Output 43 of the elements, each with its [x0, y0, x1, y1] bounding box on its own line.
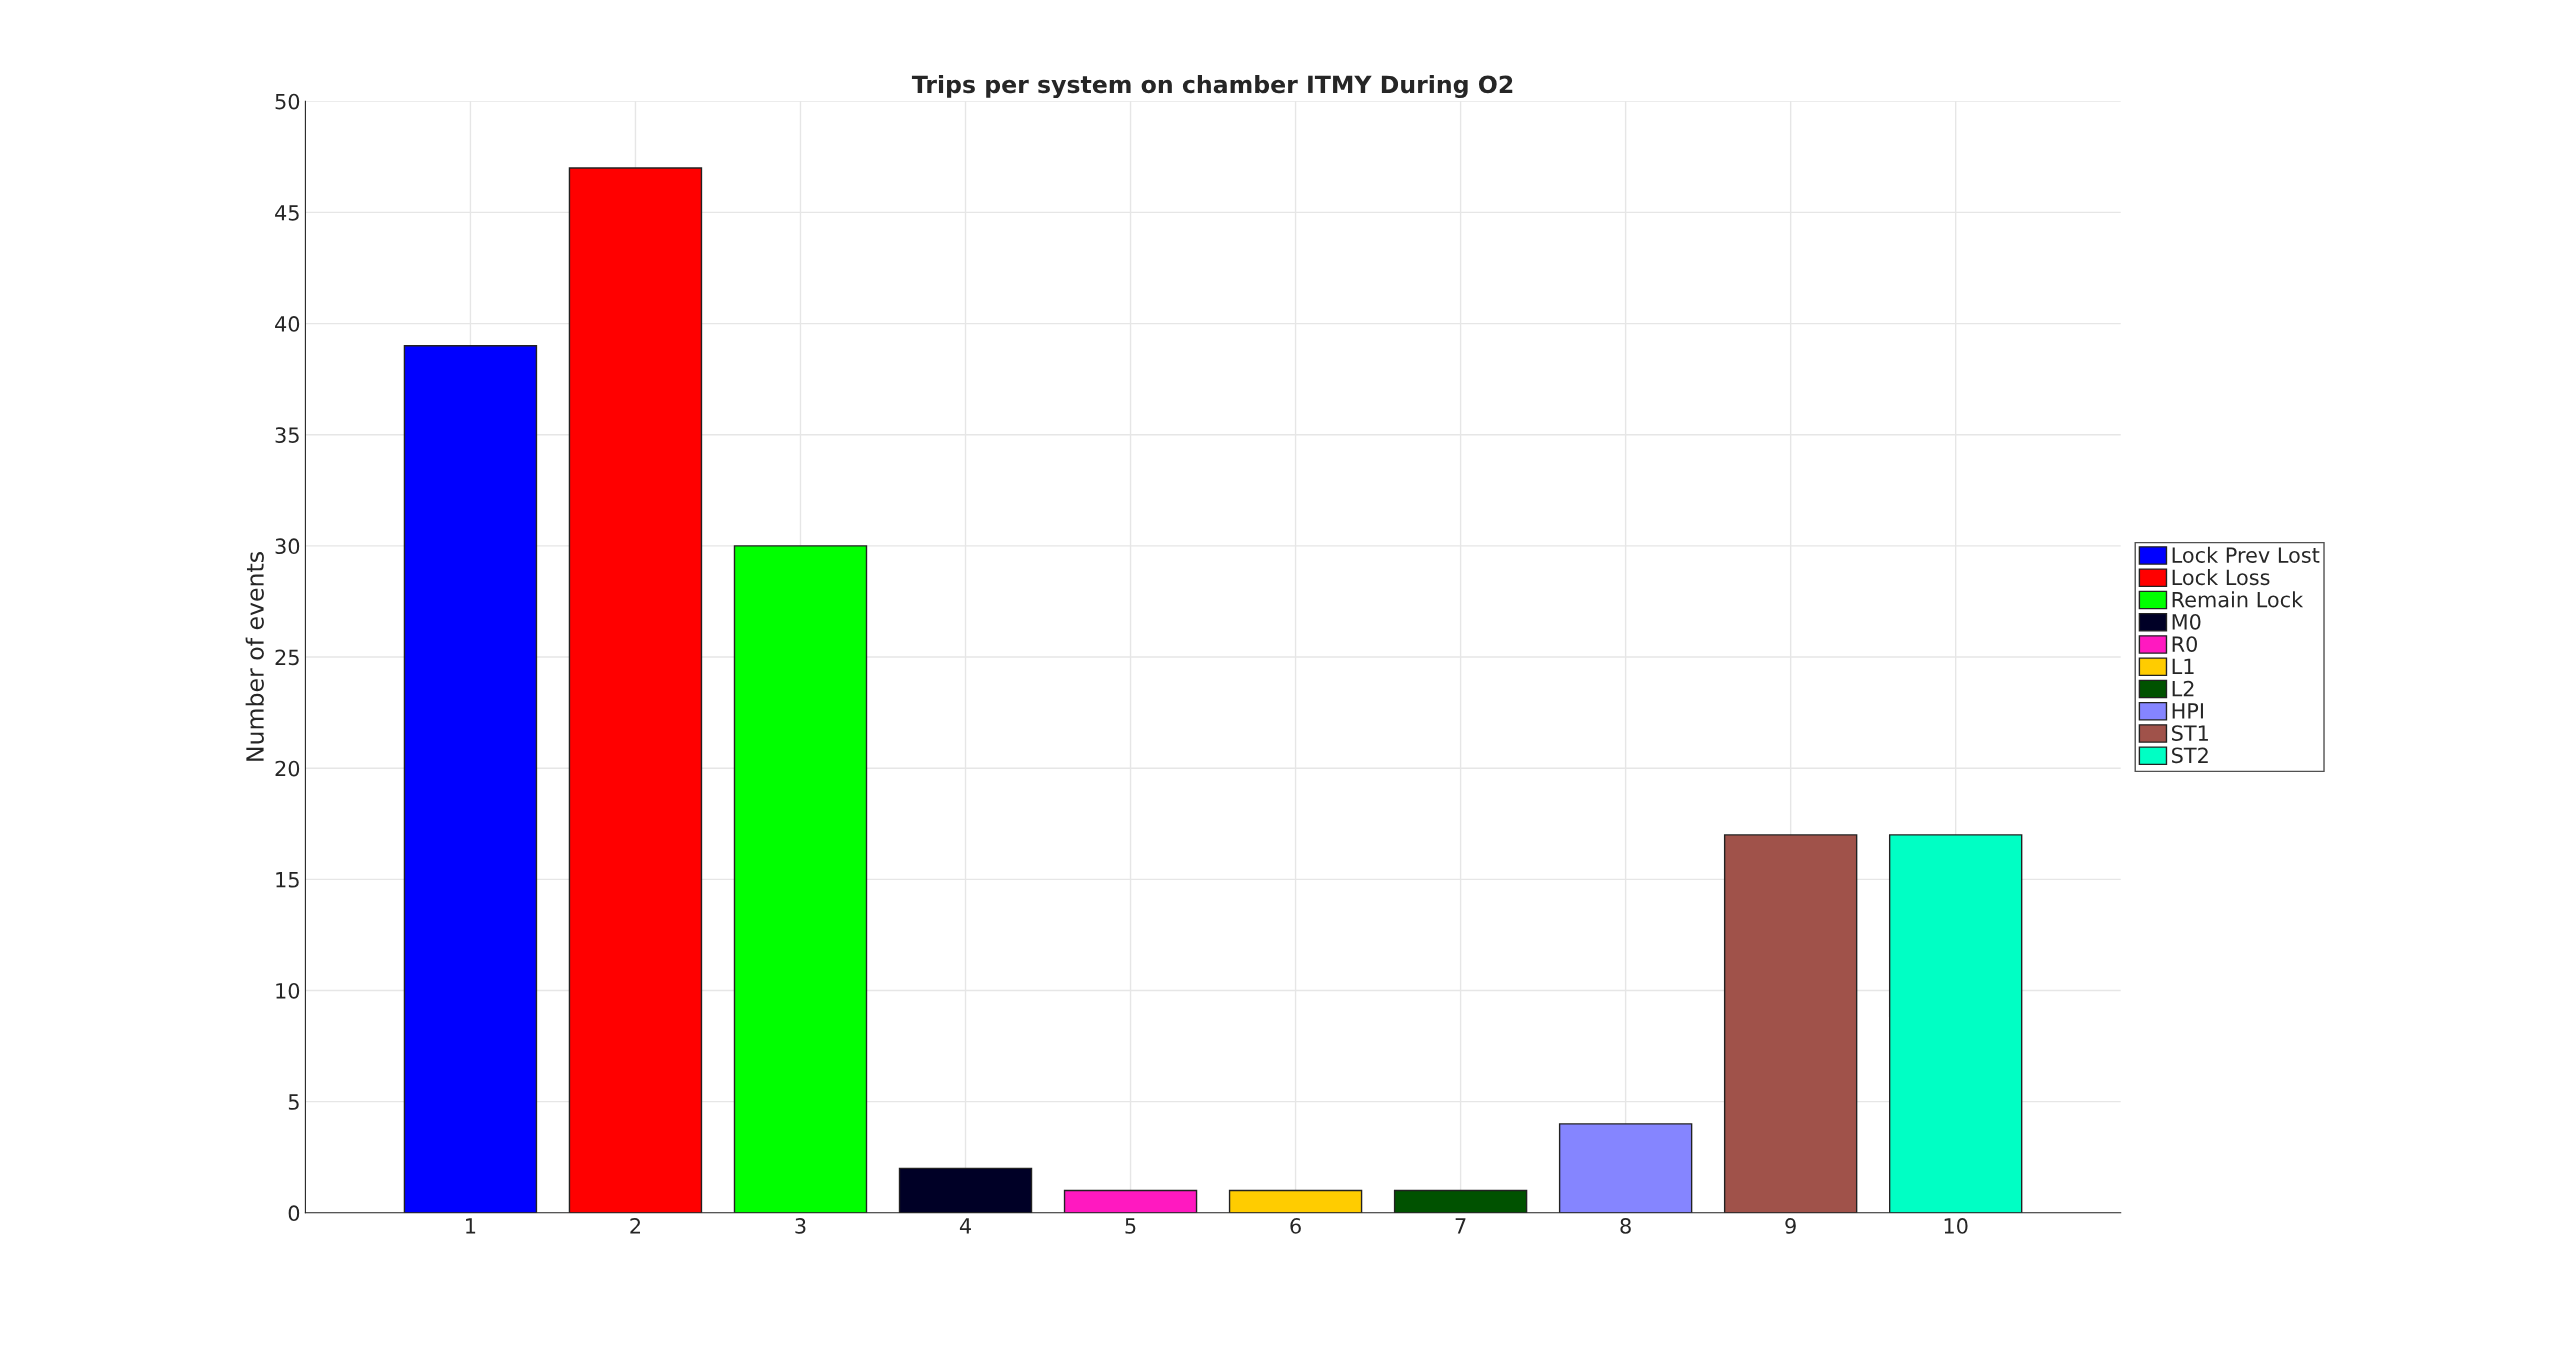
legend-label: L2: [2172, 680, 2194, 697]
y-tick-label: 30: [275, 538, 300, 555]
y-tick-label: 50: [275, 93, 300, 110]
bar: [403, 345, 538, 1213]
x-tick-label: 4: [959, 1218, 971, 1234]
bar: [898, 1167, 1033, 1213]
x-tick-label: 1: [466, 1218, 476, 1234]
x-tick-label: 8: [1620, 1218, 1631, 1234]
y-tick-label: 35: [275, 427, 299, 443]
y-tick-label: 5: [288, 1094, 299, 1110]
legend-label: HPI: [2172, 703, 2203, 719]
x-tick-label: 3: [795, 1218, 806, 1234]
y-axis-title: Number of events: [245, 552, 264, 761]
bar: [1558, 1123, 1693, 1213]
chart-title: Trips per system on chamber ITMY During O2: [911, 75, 1513, 99]
bar: [733, 545, 868, 1213]
y-tick-label: 20: [275, 760, 300, 777]
y-tick-label: 25: [275, 649, 299, 666]
bar: [1228, 1189, 1363, 1213]
y-tick-label: 40: [275, 316, 300, 332]
legend-label: L1: [2172, 658, 2194, 674]
x-tick-label: 9: [1785, 1218, 1796, 1234]
legend-label: ST2: [2172, 747, 2208, 764]
legend-label: Lock Prev Lost: [2172, 546, 2320, 563]
x-tick-label: 2: [630, 1218, 640, 1234]
x-tick-label: 10: [1944, 1218, 1968, 1234]
bar: [568, 167, 703, 1213]
y-tick-label: 15: [276, 872, 299, 888]
legend-label: ST1: [2172, 725, 2208, 741]
x-tick-label: 6: [1290, 1218, 1301, 1234]
y-tick-label: 0: [288, 1205, 300, 1222]
x-tick-label: 7: [1455, 1218, 1466, 1234]
x-tick-label: 5: [1125, 1218, 1136, 1234]
y-tick-label: 45: [275, 205, 299, 221]
legend-label: R0: [2172, 636, 2197, 652]
legend-label: M0: [2172, 613, 2201, 630]
legend-label: Lock Loss: [2172, 569, 2270, 586]
bar: [1888, 834, 2023, 1213]
bar: [1393, 1189, 1528, 1213]
legend-label: Remain Lock: [2172, 591, 2304, 608]
bar: [1063, 1189, 1198, 1213]
y-tick-label: 10: [276, 982, 300, 999]
bar: [1723, 834, 1858, 1213]
